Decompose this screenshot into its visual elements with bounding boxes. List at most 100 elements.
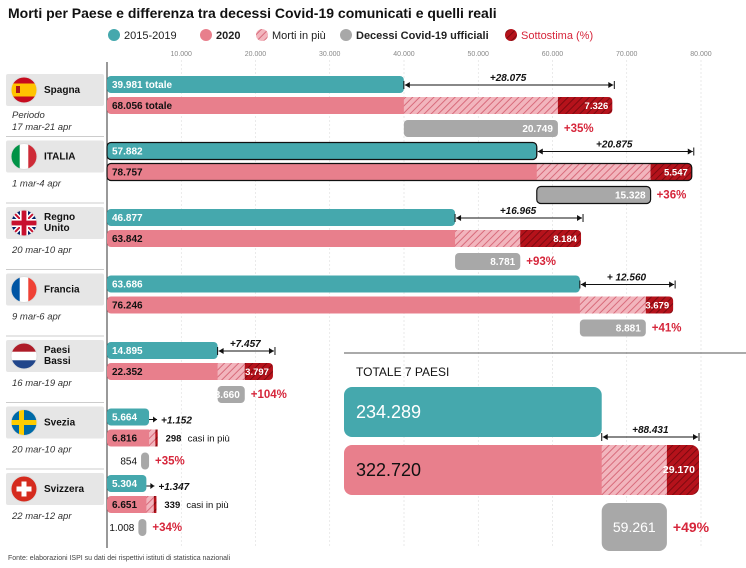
country-name: Spagna bbox=[44, 85, 81, 96]
total-bar-underestimate bbox=[666, 445, 699, 495]
diff-label: +7.457 bbox=[230, 339, 261, 350]
legend-teal-icon bbox=[108, 29, 120, 41]
diff-arrow-head bbox=[153, 416, 158, 423]
underestimate-label: 3.797 bbox=[245, 367, 269, 378]
switzerland-flag-icon bbox=[10, 475, 38, 503]
chart-title: Morti per Paese e differenza tra decessi… bbox=[8, 5, 497, 21]
underestimate-label: 298 bbox=[166, 434, 182, 445]
legend-label-sottostima: Sottostima (%) bbox=[521, 30, 593, 42]
pct-label: +35% bbox=[155, 456, 185, 468]
bar-2015-2019-label: 39.981 totale bbox=[112, 80, 172, 91]
official-label: 3.660 bbox=[215, 390, 240, 401]
bar-2015-2019-label: 46.877 bbox=[112, 213, 143, 224]
diff-label: +28.075 bbox=[490, 73, 527, 84]
bar-underestimate-corner bbox=[520, 230, 525, 247]
official-label: 854 bbox=[120, 457, 137, 468]
period-range: 20 mar-10 apr bbox=[11, 445, 72, 456]
bar-underestimate bbox=[520, 230, 582, 247]
bar-2020-outline bbox=[106, 162, 693, 182]
bar-2020-label: 63.842 bbox=[112, 234, 143, 245]
period-range: 20 mar-10 apr bbox=[11, 245, 72, 256]
bar-underestimate-corner bbox=[557, 97, 562, 114]
bar-2015-2019 bbox=[107, 408, 150, 426]
diff-arrow-head bbox=[577, 215, 583, 221]
legend-dark-red-icon bbox=[505, 29, 517, 41]
total-bar-2015-2019 bbox=[344, 387, 602, 437]
bar-2015-2019-label: 57.882 bbox=[112, 147, 143, 158]
x-tick-label: 70.000 bbox=[616, 51, 638, 58]
bar-2015-2019 bbox=[107, 209, 456, 226]
bar-2015-2019-label: 14.895 bbox=[112, 346, 143, 357]
sweden-flag-icon bbox=[10, 409, 38, 436]
country-name: Svizzera bbox=[44, 484, 84, 495]
diff-arrow-head bbox=[404, 82, 410, 88]
bar-excess-hatched bbox=[536, 163, 651, 181]
period-range: 1 mar-4 apr bbox=[12, 179, 62, 190]
country-name: Paesi Bassi bbox=[44, 345, 71, 367]
bar-2020-base bbox=[107, 97, 408, 114]
underestimate-note: casi in più bbox=[188, 434, 230, 445]
pct-label: +36% bbox=[657, 190, 687, 202]
bar-excess-hatched bbox=[217, 363, 245, 380]
bar-2015-2019-label: 5.304 bbox=[112, 479, 137, 490]
bar-official bbox=[141, 452, 150, 470]
italy-flag-icon bbox=[10, 143, 38, 170]
legend: 2015-2019 2020 Morti in più Decessi Covi… bbox=[108, 29, 593, 42]
bar-underestimate-corner bbox=[153, 496, 157, 513]
pct-label: +104% bbox=[251, 389, 287, 401]
bar-2015-2019 bbox=[107, 76, 404, 93]
x-tick-label: 20.000 bbox=[245, 51, 267, 58]
x-tick-label: 50.000 bbox=[468, 51, 490, 58]
official-label: 15.328 bbox=[615, 191, 646, 202]
bar-excess-hatched bbox=[579, 296, 646, 314]
bar-2020-label: 68.056 totale bbox=[112, 101, 172, 112]
official-label: 20.749 bbox=[522, 124, 553, 135]
pct-label: +35% bbox=[564, 123, 594, 135]
pct-label: +34% bbox=[152, 522, 182, 534]
spain-flag-icon bbox=[10, 76, 38, 104]
country-row-switzerland: Svizzera 22 mar-12 apr 5.304 6.651 339 casi i… bbox=[6, 473, 229, 536]
bar-underestimate bbox=[244, 363, 273, 380]
diff-arrow-head bbox=[687, 148, 693, 155]
bar-2015-2019 bbox=[107, 475, 147, 492]
period-range: 17 mar-21 apr bbox=[12, 122, 72, 133]
bar-2020-base bbox=[107, 230, 460, 247]
diff-arrow-head bbox=[608, 82, 614, 88]
bar-2020-label: 6.816 bbox=[112, 434, 137, 445]
bar-official bbox=[403, 120, 558, 137]
country-name: Francia bbox=[44, 285, 80, 296]
legend-gray-icon bbox=[340, 29, 352, 41]
netherlands-flag-icon bbox=[10, 342, 38, 370]
bar-2020-base bbox=[107, 296, 584, 314]
underestimate-label: 339 bbox=[164, 500, 180, 511]
country-name: Svezia bbox=[44, 418, 76, 429]
official-label: 8.881 bbox=[616, 324, 641, 335]
bar-underestimate bbox=[557, 97, 613, 114]
x-tick-label: 30.000 bbox=[319, 51, 341, 58]
diff-arrow-head bbox=[602, 434, 608, 440]
bar-2020-label: 22.352 bbox=[112, 367, 143, 378]
diff-arrow-head bbox=[537, 148, 543, 155]
diff-arrow-head bbox=[150, 483, 155, 489]
pct-label: +41% bbox=[652, 323, 682, 335]
bar-2020-base bbox=[107, 363, 222, 380]
bar-excess-hatched bbox=[149, 429, 156, 447]
x-tick-label: 10.000 bbox=[171, 51, 193, 58]
total-2020-label: 322.720 bbox=[356, 460, 421, 480]
diff-label: + 12.560 bbox=[607, 273, 647, 284]
x-tick-label: 60.000 bbox=[542, 51, 564, 58]
bar-underestimate bbox=[645, 296, 674, 314]
diff-arrow-head bbox=[580, 281, 586, 288]
bar-underestimate-corner bbox=[244, 363, 249, 380]
bar-2015-2019 bbox=[107, 342, 218, 359]
diff-arrow-head bbox=[218, 348, 224, 354]
period-range: 9 mar-6 apr bbox=[12, 312, 62, 323]
bar-2015-2019-label: 63.686 bbox=[112, 280, 143, 291]
x-tick-label: 80.000 bbox=[690, 51, 712, 58]
bar-2020-base bbox=[107, 163, 541, 181]
legend-pink-icon bbox=[200, 29, 212, 41]
total-2015-2019-label: 234.289 bbox=[356, 402, 421, 422]
official-label: 8.781 bbox=[490, 257, 515, 268]
